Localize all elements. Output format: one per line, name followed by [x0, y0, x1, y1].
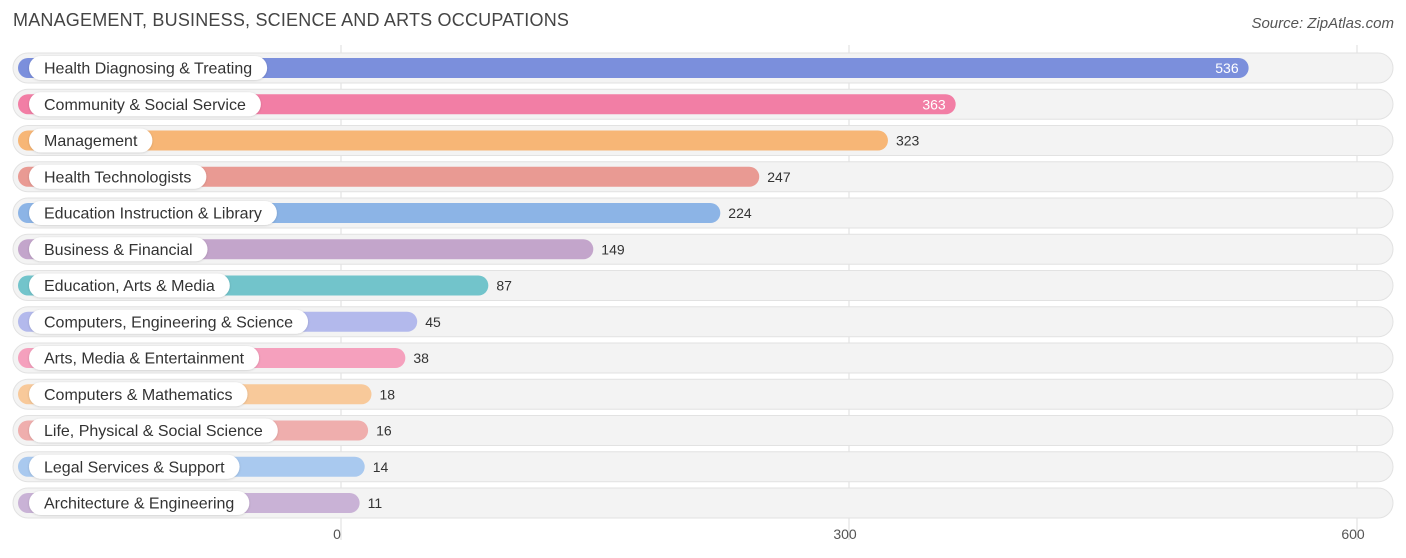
category-label: Health Diagnosing & Treating	[44, 61, 252, 78]
value-label: 224	[728, 205, 752, 221]
category-label: Management	[44, 133, 138, 150]
value-label: 16	[376, 423, 392, 439]
bar-row: Legal Services & Support 14	[12, 451, 1394, 483]
bar-row: Architecture & Engineering 11	[12, 487, 1394, 519]
category-label: Health Technologists	[44, 169, 191, 186]
bar-row: Arts, Media & Entertainment 38	[12, 342, 1394, 374]
value-label: 323	[896, 133, 920, 149]
bar-row: Health Diagnosing & Treating 536	[12, 52, 1394, 84]
category-label: Education, Arts & Media	[44, 278, 215, 295]
chart-source: Source: ZipAtlas.com	[1251, 15, 1394, 32]
category-label: Business & Financial	[44, 242, 193, 259]
category-label-pill	[29, 92, 261, 117]
category-label: Computers, Engineering & Science	[44, 314, 293, 331]
category-label: Education Instruction & Library	[44, 206, 262, 223]
bar-row: Management 323	[12, 125, 1394, 156]
value-label: 363	[922, 96, 946, 112]
category-label-pill	[29, 237, 208, 262]
x-tick-label: 600	[1341, 526, 1365, 542]
category-label: Arts, Media & Entertainment	[44, 351, 245, 368]
bar-row: Computers, Engineering & Science 45	[12, 306, 1394, 338]
category-label-pill	[29, 309, 309, 334]
category-label: Legal Services & Support	[44, 459, 225, 476]
category-label: Architecture & Engineering	[44, 496, 234, 513]
value-label: 536	[1215, 60, 1239, 76]
category-label-pill	[29, 346, 260, 370]
x-tick-label: 300	[833, 526, 857, 542]
chart-title: MANAGEMENT, BUSINESS, SCIENCE AND ARTS O…	[13, 10, 570, 30]
bar-rows: Health Diagnosing & Treating 536 Community…	[12, 52, 1394, 519]
category-label: Life, Physical & Social Science	[44, 423, 263, 440]
bar-row: Education Instruction & Library 224	[12, 197, 1394, 229]
category-label-pill	[29, 491, 250, 515]
bar	[18, 130, 888, 151]
value-label: 11	[368, 495, 383, 511]
value-label: 247	[767, 169, 791, 185]
category-label: Community & Social Service	[44, 97, 246, 114]
value-label: 14	[373, 459, 389, 475]
category-label-pill	[29, 128, 153, 153]
value-label: 149	[601, 241, 625, 257]
value-label: 45	[425, 314, 441, 330]
category-label-pill	[29, 418, 278, 443]
value-label: 38	[413, 350, 429, 366]
bar-row: Computers & Mathematics 18	[12, 378, 1394, 410]
category-label: Computers & Mathematics	[44, 387, 233, 404]
bar-row: Community & Social Service 363	[12, 88, 1394, 120]
category-label-pill	[29, 56, 268, 80]
bar	[18, 58, 1249, 78]
value-label: 87	[496, 278, 512, 294]
x-axis-ticks: 0 300 600	[333, 526, 1365, 542]
bar-row: Business & Financial 149	[12, 233, 1394, 265]
value-label: 18	[379, 386, 395, 402]
bar-row: Life, Physical & Social Science 16	[12, 415, 1394, 446]
category-label-pill	[29, 164, 207, 189]
bar-row: Education, Arts & Media 87	[12, 270, 1394, 301]
x-tick-label: 0	[333, 526, 341, 542]
category-label-pill	[29, 201, 277, 225]
bar-row: Health Technologists 247	[12, 161, 1394, 193]
category-label-pill	[29, 382, 248, 407]
bar-track	[12, 487, 1394, 519]
category-label-pill	[29, 454, 240, 479]
category-label-pill	[29, 273, 230, 298]
